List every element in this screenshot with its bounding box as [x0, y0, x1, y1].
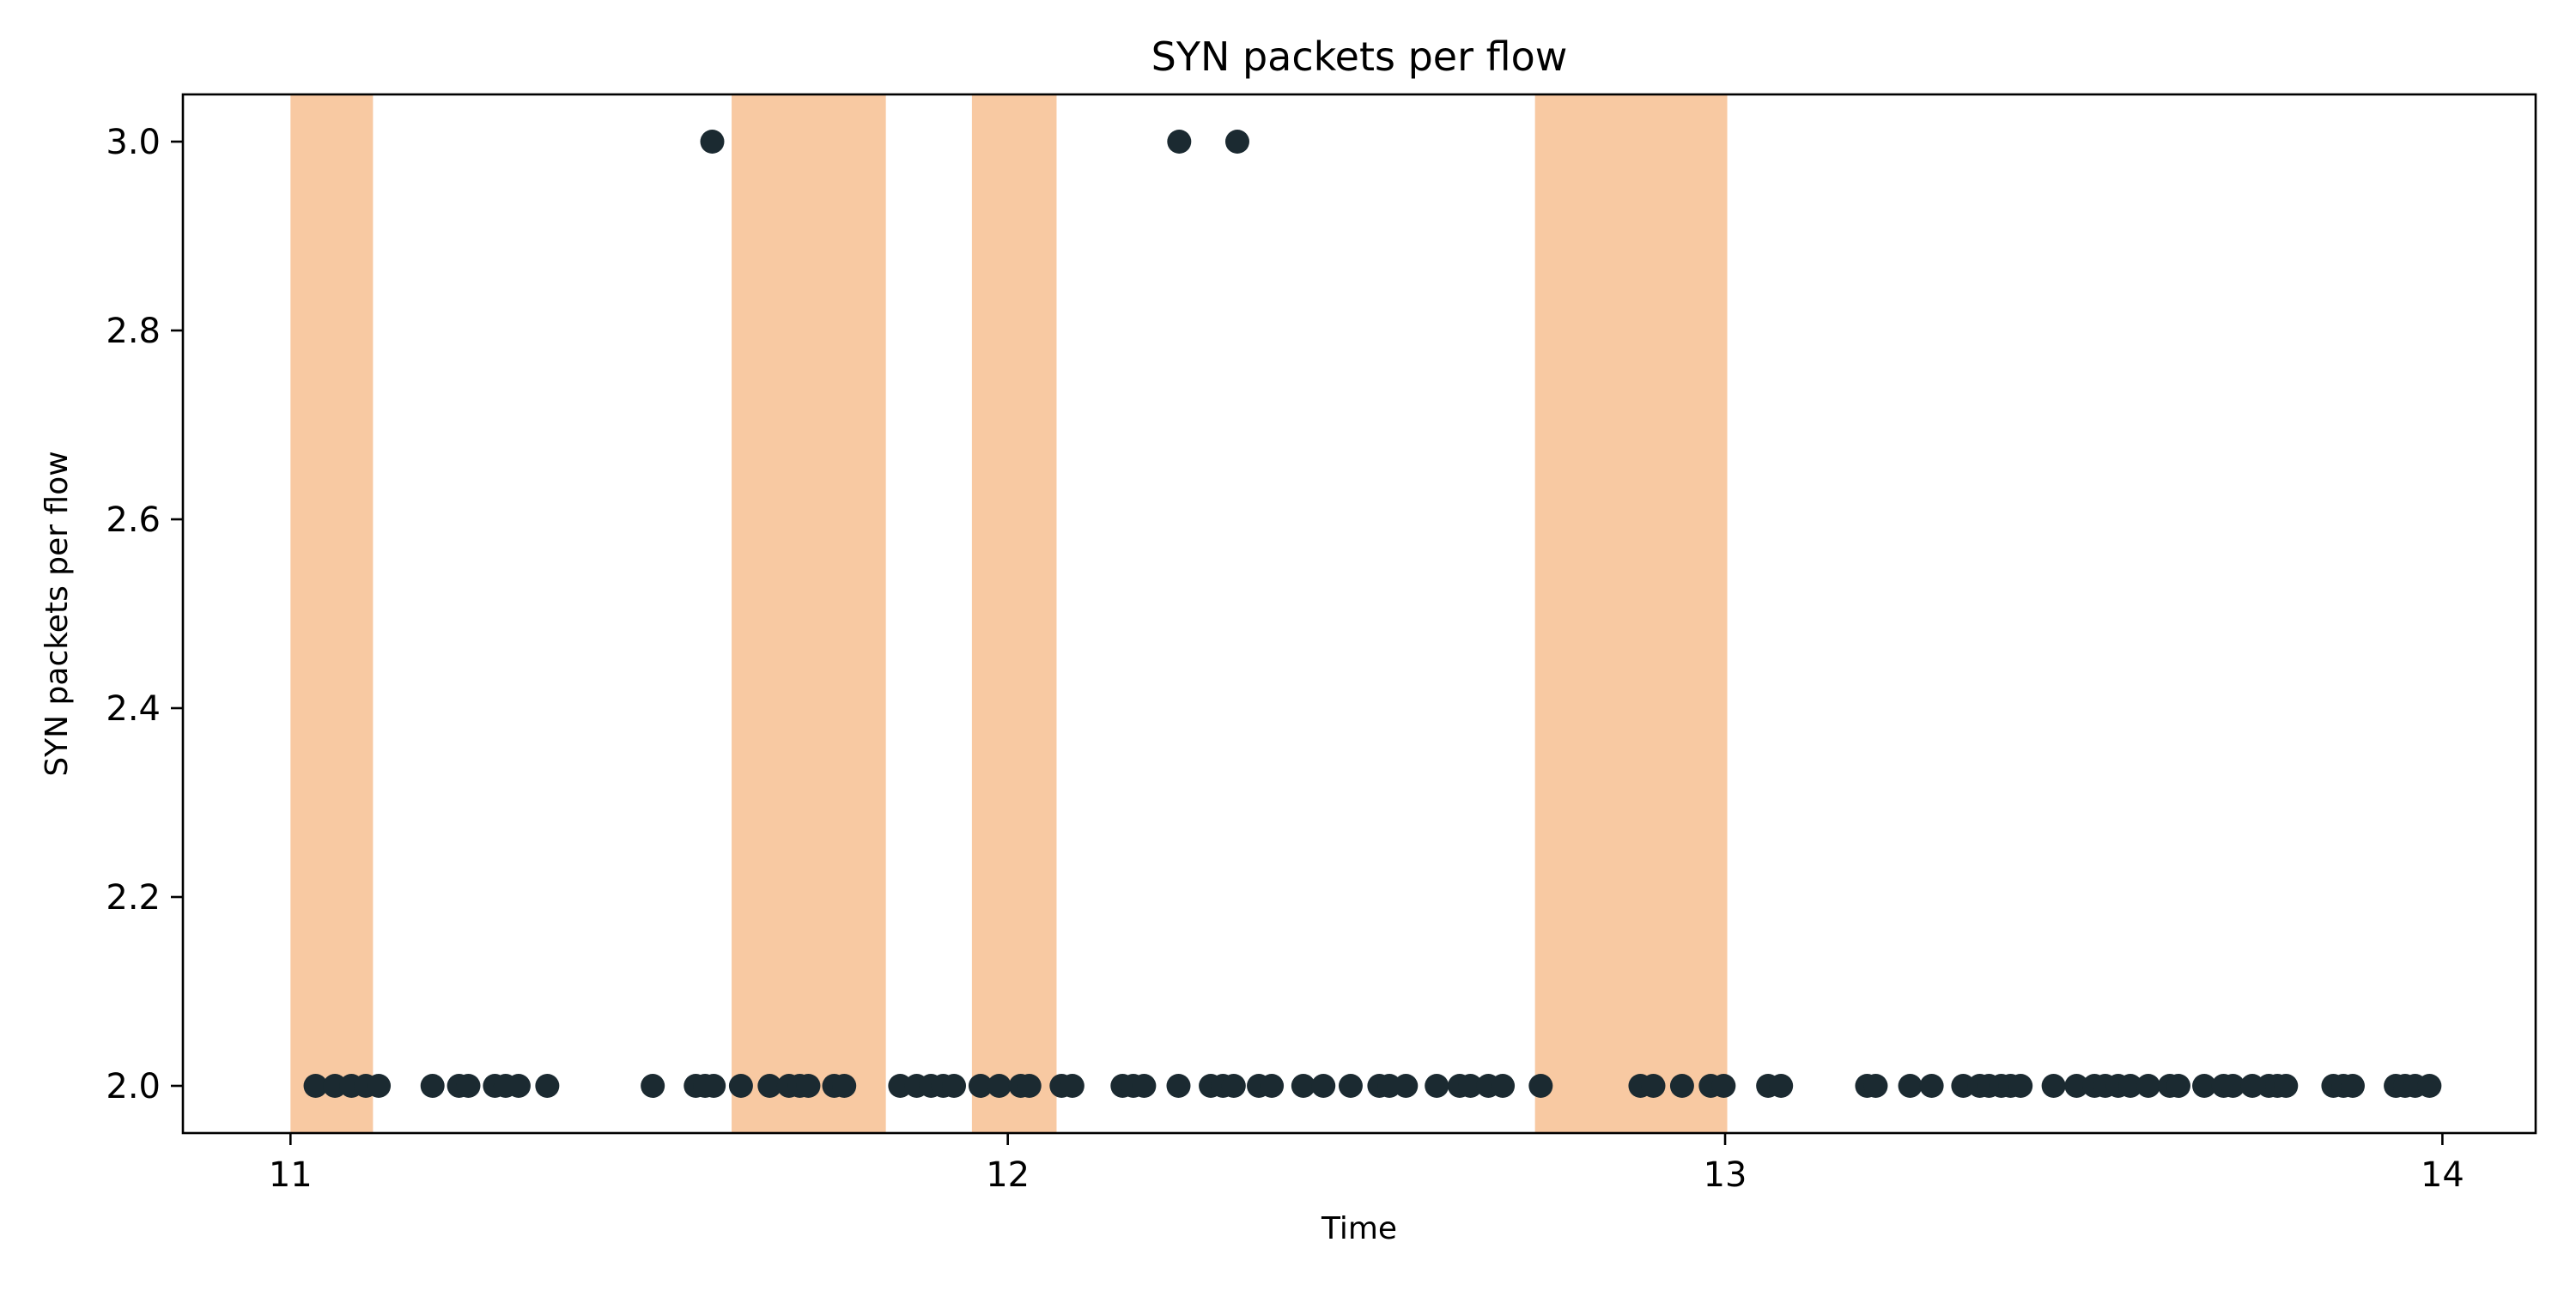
data-point: [728, 1074, 753, 1098]
y-tick-label: 3.0: [106, 123, 161, 162]
data-point: [1641, 1074, 1666, 1098]
data-point: [832, 1074, 857, 1098]
data-point: [535, 1074, 560, 1098]
y-tick-label: 2.6: [106, 500, 161, 540]
data-point: [700, 130, 725, 154]
data-point: [456, 1074, 481, 1098]
chart-title: SYN packets per flow: [1151, 33, 1568, 80]
data-point: [1221, 1074, 1246, 1098]
highlight-band: [1534, 94, 1728, 1133]
data-point: [1394, 1074, 1419, 1098]
data-point: [2417, 1074, 2442, 1098]
highlight-band: [971, 94, 1057, 1133]
data-point: [1166, 1074, 1191, 1098]
data-point: [2221, 1074, 2245, 1098]
data-point: [2136, 1074, 2160, 1098]
data-point: [1132, 1074, 1157, 1098]
data-point: [2166, 1074, 2190, 1098]
y-axis-title: SYN packets per flow: [39, 451, 75, 776]
data-point: [2118, 1074, 2143, 1098]
y-tick-label: 2.4: [106, 689, 161, 729]
x-tick-label: 11: [269, 1155, 313, 1195]
highlight-band: [290, 94, 374, 1133]
data-point: [1377, 1074, 1402, 1098]
data-points: [303, 130, 2442, 1098]
x-axis-ticks: 11 12 13 14: [269, 1133, 2464, 1195]
data-point: [1669, 1074, 1694, 1098]
data-point: [1711, 1074, 1736, 1098]
data-point: [2064, 1074, 2089, 1098]
data-point: [1425, 1074, 1449, 1098]
data-point: [968, 1074, 993, 1098]
x-tick-label: 12: [986, 1155, 1030, 1195]
y-tick-label: 2.2: [106, 878, 161, 918]
data-point: [796, 1074, 821, 1098]
data-point: [1491, 1074, 1516, 1098]
data-point: [1260, 1074, 1285, 1098]
data-point: [506, 1074, 531, 1098]
data-point: [2240, 1074, 2265, 1098]
data-point: [1528, 1074, 1553, 1098]
data-point: [303, 1074, 328, 1098]
x-tick-label: 13: [1704, 1155, 1747, 1195]
data-point: [1338, 1074, 1363, 1098]
data-point: [2274, 1074, 2299, 1098]
data-point: [987, 1074, 1012, 1098]
highlight-bands: [290, 94, 1728, 1133]
data-point: [2008, 1074, 2033, 1098]
data-point: [757, 1074, 782, 1098]
x-tick-label: 14: [2421, 1155, 2464, 1195]
data-point: [1458, 1074, 1483, 1098]
data-point: [1919, 1074, 1944, 1098]
x-axis-title: Time: [1321, 1211, 1397, 1246]
highlight-band: [732, 94, 886, 1133]
data-point: [1863, 1074, 1888, 1098]
y-axis-ticks: 2.0 2.2 2.4 2.6 2.8 3.0: [106, 123, 183, 1106]
data-point: [1060, 1074, 1084, 1098]
data-point: [2192, 1074, 2217, 1098]
data-point: [2340, 1074, 2365, 1098]
plot-frame: [181, 93, 2537, 1135]
data-point: [1224, 130, 1249, 154]
data-point: [420, 1074, 445, 1098]
data-point: [1951, 1074, 1976, 1098]
y-tick-label: 2.0: [106, 1067, 161, 1106]
data-point: [1769, 1074, 1794, 1098]
data-point: [1291, 1074, 1315, 1098]
data-point: [641, 1074, 665, 1098]
data-point: [367, 1074, 392, 1098]
data-point: [702, 1074, 726, 1098]
y-tick-label: 2.8: [106, 312, 161, 351]
data-point: [1898, 1074, 1923, 1098]
data-point: [942, 1074, 967, 1098]
data-point: [1311, 1074, 1336, 1098]
data-point: [888, 1074, 913, 1098]
data-point: [2041, 1074, 2066, 1098]
data-point: [1167, 130, 1192, 154]
data-point: [323, 1074, 348, 1098]
data-point: [1017, 1074, 1042, 1098]
